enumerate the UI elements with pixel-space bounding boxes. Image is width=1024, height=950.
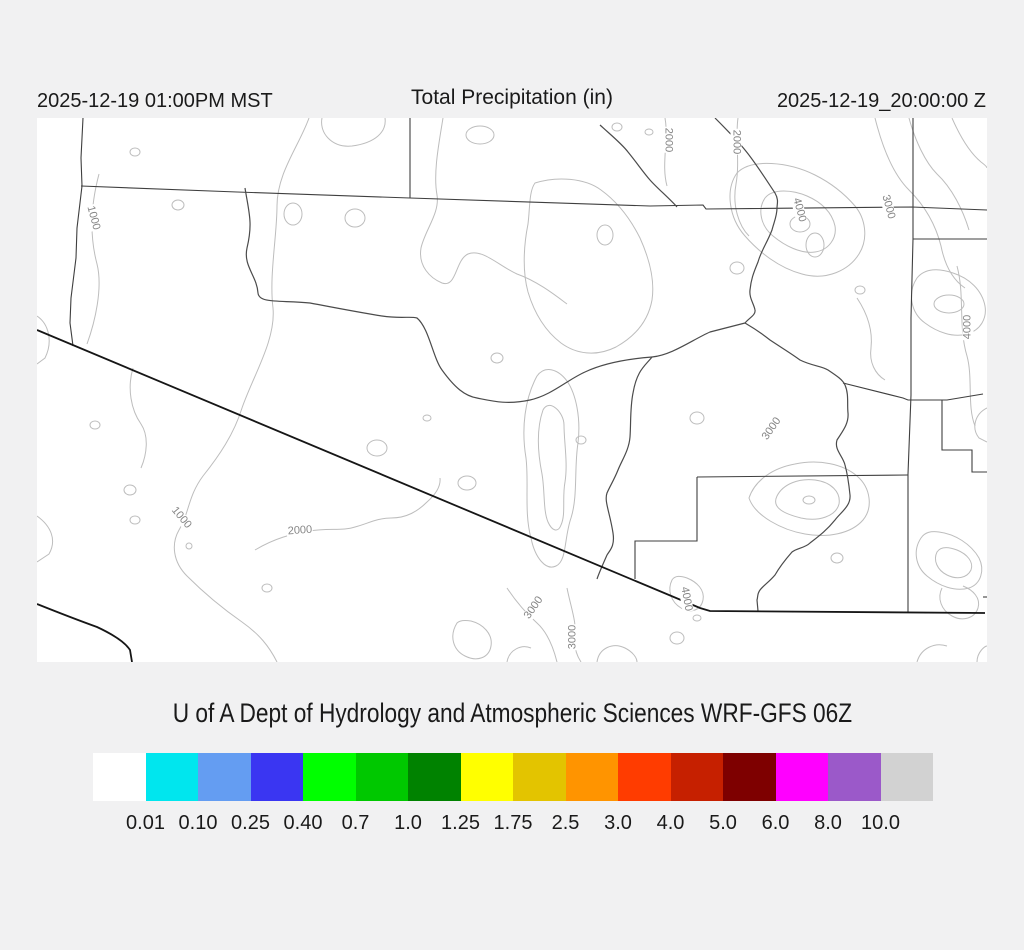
elevation-contour-label: 2000 bbox=[662, 126, 675, 154]
colorbar-swatch-9 bbox=[565, 753, 618, 801]
colorbar-swatch-6 bbox=[408, 753, 461, 801]
colorbar-tick-label: 1.25 bbox=[441, 812, 480, 834]
colorbar-tick-label: 0.01 bbox=[126, 812, 165, 834]
colorbar-tick-label: 2.5 bbox=[551, 812, 580, 834]
colorbar-tick-label: 1.75 bbox=[493, 812, 533, 834]
elevation-contour-label: 4000 bbox=[961, 313, 974, 341]
credit-line: U of A Dept of Hydrology and Atmospheric… bbox=[0, 698, 1024, 729]
colorbar-swatch-0 bbox=[93, 753, 146, 801]
colorbar-tick-label: 4.0 bbox=[656, 812, 685, 834]
colorbar-tick-label: 5.0 bbox=[709, 812, 737, 834]
elevation-contour-label: 3000 bbox=[566, 623, 579, 651]
colorbar-swatch-8 bbox=[513, 753, 566, 801]
colorbar-tick-label: 0.25 bbox=[231, 812, 270, 834]
elevation-contour-label: 2000 bbox=[286, 523, 314, 538]
elevation-contour-label: 2000 bbox=[730, 128, 743, 156]
colorbar-swatch-13 bbox=[775, 753, 828, 801]
colorbar-swatch-11 bbox=[670, 753, 723, 801]
colorbar-swatch-4 bbox=[303, 753, 356, 801]
colorbar-swatch-5 bbox=[355, 753, 408, 801]
colorbar-tick-labels: 0.01 0.10 0.25 0.40 0.7 1.0 1.25 1.75 2.5 3.0 4.0 5… bbox=[93, 812, 933, 836]
valid-time-local: 2025-12-19 01:00PM MST bbox=[37, 90, 273, 112]
credit-text: U of A Dept of Hydrology and Atmospheric… bbox=[172, 698, 852, 728]
colorbar-tick-label: 0.40 bbox=[283, 812, 323, 834]
river-lines bbox=[244, 118, 851, 612]
plot-title: Total Precipitation (in) bbox=[411, 86, 613, 109]
colorbar-tick-label: 3.0 bbox=[604, 812, 632, 834]
terrain-contour-layer bbox=[37, 118, 987, 662]
colorbar-swatch-7 bbox=[460, 753, 513, 801]
precip-colorbar bbox=[93, 753, 933, 801]
colorbar-tick-label: 10.0 bbox=[861, 812, 900, 834]
border-lines bbox=[37, 329, 986, 662]
colorbar-tick-label: 0.10 bbox=[178, 812, 218, 834]
valid-time-utc: 2025-12-19_20:00:00 Z bbox=[776, 90, 986, 112]
colorbar-swatch-15 bbox=[880, 753, 933, 801]
colorbar-swatch-10 bbox=[618, 753, 671, 801]
colorbar-tick-label: 0.7 bbox=[341, 812, 370, 834]
boundary-lines bbox=[69, 118, 987, 613]
colorbar-tick-label: 1.0 bbox=[394, 812, 422, 834]
colorbar-swatch-3 bbox=[250, 753, 303, 801]
forecast-map: 1000 2000 2000 4000 3000 4000 3000 1000 2000 3000… bbox=[37, 118, 987, 662]
colorbar-tick-label: 6.0 bbox=[761, 812, 790, 834]
colorbar-tick-label: 8.0 bbox=[814, 812, 842, 834]
colorbar-swatch-14 bbox=[828, 753, 881, 801]
colorbar-swatch-2 bbox=[198, 753, 251, 801]
colorbar-swatch-1 bbox=[145, 753, 198, 801]
colorbar-swatch-12 bbox=[723, 753, 776, 801]
